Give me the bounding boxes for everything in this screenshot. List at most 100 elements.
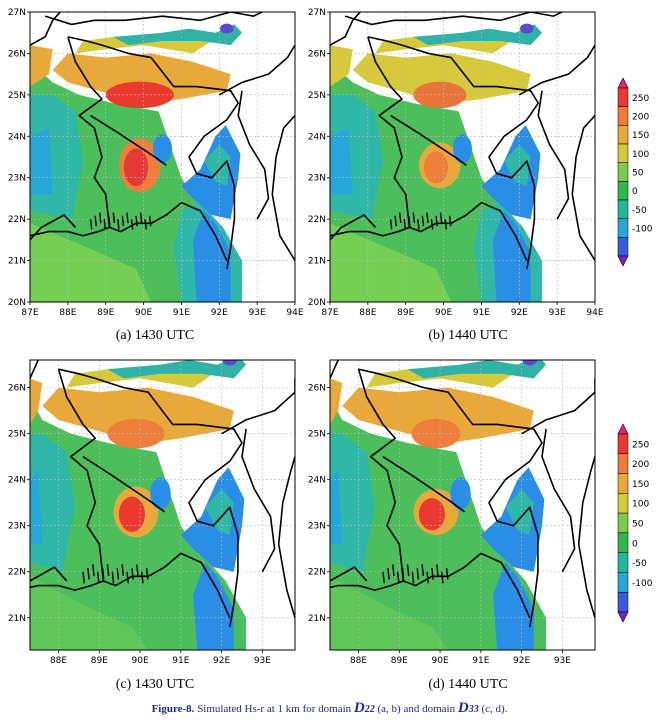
field-purple-spot [520, 23, 534, 34]
delta-channel [412, 212, 416, 223]
delta-channel [431, 567, 434, 580]
y-tick-label: 26N [308, 384, 326, 394]
y-tick-label: 20N [308, 298, 326, 308]
field-nw-patch [330, 45, 353, 87]
y-tick-label: 23N [8, 174, 26, 184]
y-tick-label: 27N [308, 8, 326, 18]
colorbar-top-arrow [617, 423, 629, 435]
boundary-bangladesh-west [367, 36, 411, 228]
colorbar-segment [617, 552, 629, 573]
delta-channel [387, 567, 390, 580]
boundary-river [82, 455, 166, 513]
field-bay-blue [492, 210, 531, 302]
caption-text1: Simulated Hs-r at 1 km for domain [194, 703, 354, 715]
delta-channel [426, 212, 429, 223]
y-tick-label: 21N [308, 257, 326, 267]
y-tick-label: 22N [8, 568, 26, 578]
boundary-ne-india [218, 44, 295, 96]
boundary-mizoram [537, 90, 570, 220]
colorbar-label: -100 [632, 225, 653, 235]
delta-channel [112, 212, 116, 223]
x-tick-label: 90E [135, 308, 152, 318]
boundary-bhutan [44, 12, 265, 26]
panel-b: 87E 88E 89E 90E 91E 92E 93E 94E 20N 21N 22N 23N 24N 2… [300, 0, 605, 330]
boundary-coastline [330, 201, 528, 261]
map-field [30, 12, 295, 302]
map-field [30, 360, 295, 650]
y-tick-label: 22N [308, 568, 326, 578]
delta-channel [126, 212, 129, 223]
delta-channel [408, 215, 411, 227]
gridlines [30, 360, 295, 650]
delta-channel [135, 215, 138, 227]
x-tick-label: 94E [586, 308, 603, 318]
caption-c: (c) 1430 UTC [115, 677, 195, 692]
x-tick-label: 88E [50, 656, 67, 666]
y-tick-label: 21N [308, 614, 326, 624]
field-light-green [330, 576, 449, 650]
delta-channel [141, 571, 144, 584]
colorbar-label: 50 [632, 520, 644, 530]
field-ne-nodata [246, 360, 295, 388]
x-tick-label: 89E [91, 656, 108, 666]
boundary-bhutan [334, 348, 587, 355]
boundary-ne-india [521, 378, 595, 435]
y-tick-label: 23N [8, 522, 26, 532]
boundary-myanmar [271, 115, 295, 261]
field-nw-nodata [30, 360, 112, 379]
delta-channel [130, 219, 134, 230]
caption-text3: (c, d). [478, 703, 508, 715]
colorbar-label: 250 [632, 94, 649, 104]
field-central-red [418, 498, 445, 531]
colorbar-label: 100 [632, 500, 649, 510]
colorbar-segment [617, 199, 629, 219]
x-tick-label: 93E [549, 308, 566, 318]
plot-frame [29, 11, 296, 303]
tick-labels: 88E 89E 90E 91E 92E 93E 21N 22N 23N 24N 25N 26N [8, 384, 271, 666]
y-tick-label: 22N [8, 215, 26, 225]
delta-channel [417, 219, 420, 230]
delta-channel [444, 219, 447, 230]
boundary-bhutan [34, 348, 287, 355]
x-tick-label: 88E [359, 308, 376, 318]
colorbar-bottom: 250 200 150 100 50 0 -50 -100 [612, 418, 659, 628]
y-tick-label: 25N [308, 430, 326, 440]
x-tick-label: 87E [321, 308, 338, 318]
caption-domain2: D [457, 700, 469, 716]
field-central-red [123, 148, 149, 187]
boundary-coast-west [30, 566, 68, 583]
y-tick-label: 21N [8, 614, 26, 624]
x-tick-label: 89E [397, 308, 414, 318]
plot-frame [329, 11, 596, 303]
x-tick-label: 92E [211, 308, 228, 318]
x-tick-label: 87E [21, 308, 38, 318]
caption-text2: (a, b) and domain [374, 703, 458, 715]
boundary-mizoram [541, 428, 576, 573]
x-tick-label: 93E [554, 656, 571, 666]
x-tick-label: 88E [59, 308, 76, 318]
field-east-teal [505, 488, 534, 535]
field-purple-spot [220, 23, 234, 34]
colorbar-segment [617, 532, 629, 553]
boundary-coastline [30, 552, 231, 619]
delta-channel [98, 212, 102, 223]
boundary-mizoram [241, 428, 276, 573]
panel-a: 87E 88E 89E 90E 91E 92E 93E 94E 20N 21N 22N 23N 24N 2… [0, 0, 305, 330]
field-green [330, 61, 520, 302]
boundary-myanmar [277, 456, 295, 619]
colorbar-bottom-svg: 250 200 150 100 50 0 -50 -100 [617, 423, 653, 623]
field-nw-patch [330, 378, 343, 425]
tick-labels: 88E 89E 90E 91E 92E 93E 21N 22N 23N 24N 25N 26N [308, 384, 571, 666]
delta-channel [87, 567, 90, 580]
boundaries [330, 348, 595, 628]
delta-channel [416, 567, 420, 580]
colorbar-label: 50 [632, 169, 644, 179]
y-tick-label: 24N [8, 476, 26, 486]
y-tick-label: 24N [308, 476, 326, 486]
colorbar-segment [617, 473, 629, 494]
delta-channel [445, 567, 449, 580]
boundary-bangladesh-east [58, 368, 243, 628]
delta-channel [426, 571, 429, 584]
colorbar-label: -100 [632, 579, 653, 589]
boundary-river [382, 455, 466, 513]
